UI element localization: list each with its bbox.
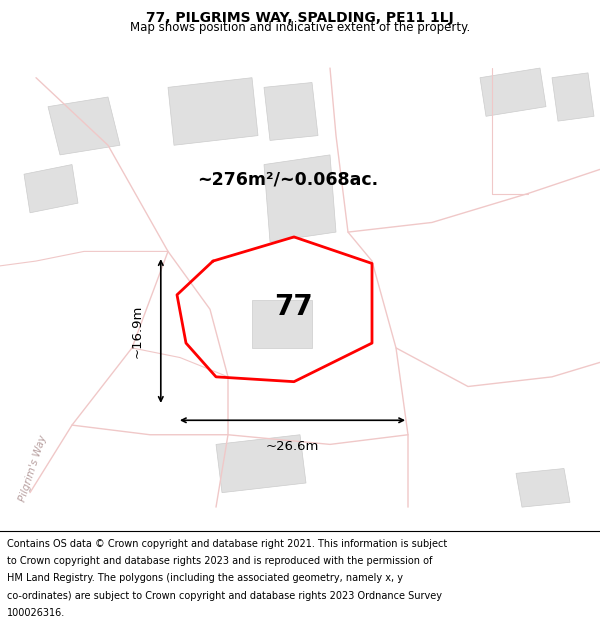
Text: HM Land Registry. The polygons (including the associated geometry, namely x, y: HM Land Registry. The polygons (includin… xyxy=(7,574,403,584)
Text: 77, PILGRIMS WAY, SPALDING, PE11 1LJ: 77, PILGRIMS WAY, SPALDING, PE11 1LJ xyxy=(146,11,454,25)
Polygon shape xyxy=(216,435,306,492)
Text: to Crown copyright and database rights 2023 and is reproduced with the permissio: to Crown copyright and database rights 2… xyxy=(7,556,433,566)
Polygon shape xyxy=(252,299,312,348)
Text: ~16.9m: ~16.9m xyxy=(131,304,144,358)
Polygon shape xyxy=(168,78,258,145)
Polygon shape xyxy=(48,97,120,155)
Text: Contains OS data © Crown copyright and database right 2021. This information is : Contains OS data © Crown copyright and d… xyxy=(7,539,448,549)
Polygon shape xyxy=(480,68,546,116)
Polygon shape xyxy=(264,82,318,141)
Text: 77: 77 xyxy=(275,293,313,321)
Polygon shape xyxy=(552,73,594,121)
Polygon shape xyxy=(24,164,78,212)
Text: 100026316.: 100026316. xyxy=(7,608,65,618)
Text: ~26.6m: ~26.6m xyxy=(266,439,319,452)
Text: Pilgrim's Way: Pilgrim's Way xyxy=(17,434,49,503)
Polygon shape xyxy=(516,469,570,507)
Text: co-ordinates) are subject to Crown copyright and database rights 2023 Ordnance S: co-ordinates) are subject to Crown copyr… xyxy=(7,591,442,601)
Polygon shape xyxy=(264,155,336,242)
Text: ~276m²/~0.068ac.: ~276m²/~0.068ac. xyxy=(197,170,379,188)
Text: Map shows position and indicative extent of the property.: Map shows position and indicative extent… xyxy=(130,21,470,34)
